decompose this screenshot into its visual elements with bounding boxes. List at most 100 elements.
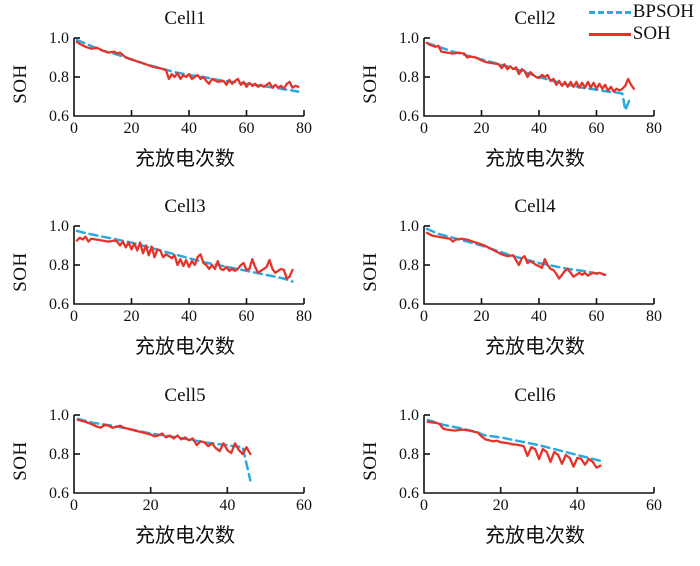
y-tick-label: 0.8 bbox=[49, 257, 69, 274]
x-tick-label: 80 bbox=[296, 308, 312, 324]
chart-title: Cell2 bbox=[514, 8, 556, 29]
plot-area-cell4: 0.6 0.8 1.0 0 20 40 60 80 bbox=[399, 220, 662, 324]
y-axis-label-text: SOH bbox=[360, 64, 382, 104]
y-axis-label: SOH bbox=[358, 32, 384, 136]
x-tick-label: 60 bbox=[589, 120, 605, 136]
y-axis-label: SOH bbox=[358, 409, 384, 513]
x-tick-label: 0 bbox=[420, 308, 428, 324]
y-tick-label: 1.0 bbox=[49, 32, 69, 47]
plot-area-cell5: 0.6 0.8 1.0 0 20 40 60 bbox=[49, 409, 312, 513]
y-axis-label: SOH bbox=[8, 409, 34, 513]
axes-spines bbox=[73, 38, 304, 117]
x-tick-label: 40 bbox=[219, 497, 235, 513]
plot-row: SOH 0.6 0.8 1.0 0 20 40 60 bbox=[0, 409, 350, 513]
y-tick-label: 0.8 bbox=[399, 69, 419, 86]
y-axis-label-text: SOH bbox=[360, 441, 382, 481]
y-tick-label: 1.0 bbox=[399, 409, 419, 424]
x-tick-label: 60 bbox=[296, 497, 312, 513]
y-tick-label: 0.8 bbox=[49, 446, 69, 463]
plot-row: SOH 0.6 0.8 1.0 0 20 40 60 80 bbox=[350, 32, 700, 136]
x-axis-label: 充放电次数 bbox=[485, 148, 585, 170]
x-tick-label: 60 bbox=[239, 120, 255, 136]
y-axis-label: SOH bbox=[8, 32, 34, 136]
x-tick-label: 40 bbox=[181, 308, 197, 324]
x-tick-label: 20 bbox=[474, 308, 490, 324]
plot-area-cell3: 0.6 0.8 1.0 0 20 40 60 80 bbox=[49, 220, 312, 324]
chart-cell6: Cell6 SOH 0.6 0.8 1.0 0 20 40 60 充放电次数 bbox=[350, 377, 700, 566]
plot-row: SOH 0.6 0.8 1.0 0 20 40 60 80 bbox=[0, 220, 350, 324]
x-tick-label: 60 bbox=[646, 497, 662, 513]
x-tick-label: 0 bbox=[70, 308, 78, 324]
plot-row: SOH 0.6 0.8 1.0 0 20 40 60 bbox=[350, 409, 700, 513]
x-tick-label: 20 bbox=[124, 120, 140, 136]
x-axis-label: 充放电次数 bbox=[485, 336, 585, 358]
plot-row: SOH 0.6 0.8 1.0 0 20 40 60 80 bbox=[0, 32, 350, 136]
y-tick-label: 0.8 bbox=[49, 69, 69, 86]
x-tick-label: 60 bbox=[239, 308, 255, 324]
y-tick-label: 0.6 bbox=[399, 108, 419, 125]
y-tick-label: 1.0 bbox=[49, 409, 69, 424]
x-tick-label: 40 bbox=[531, 308, 547, 324]
x-axis-label: 充放电次数 bbox=[135, 336, 235, 358]
x-tick-label: 20 bbox=[493, 497, 509, 513]
plot-area-cell2: 0.6 0.8 1.0 0 20 40 60 80 bbox=[399, 32, 662, 136]
x-tick-label: 40 bbox=[569, 497, 585, 513]
y-tick-label: 0.8 bbox=[399, 446, 419, 463]
plot-row: SOH 0.6 0.8 1.0 0 20 40 60 80 bbox=[350, 220, 700, 324]
y-axis-label: SOH bbox=[358, 220, 384, 324]
y-tick-label: 0.6 bbox=[49, 108, 69, 125]
x-tick-label: 40 bbox=[181, 120, 197, 136]
soh-line bbox=[426, 420, 602, 469]
legend: BPSOH SOH bbox=[588, 1, 694, 44]
soh-line bbox=[76, 418, 252, 456]
x-tick-label: 80 bbox=[646, 120, 662, 136]
chart-title: Cell3 bbox=[164, 196, 206, 217]
axes-spines bbox=[73, 226, 304, 305]
y-axis-label-text: SOH bbox=[360, 252, 382, 292]
x-tick-label: 0 bbox=[420, 120, 428, 136]
y-axis-label-text: SOH bbox=[10, 252, 32, 292]
chart-title: Cell1 bbox=[164, 8, 206, 29]
y-tick-label: 0.6 bbox=[399, 485, 419, 502]
chart-title: Cell6 bbox=[514, 385, 556, 406]
chart-cell4: Cell4 SOH 0.6 0.8 1.0 0 20 40 60 80 充放电次数 bbox=[350, 188, 700, 377]
y-tick-label: 0.6 bbox=[399, 296, 419, 313]
x-tick-label: 20 bbox=[474, 120, 490, 136]
x-axis-label: 充放电次数 bbox=[135, 148, 235, 170]
legend-item-soh: SOH bbox=[588, 23, 694, 44]
soh-line bbox=[75, 235, 294, 280]
y-tick-label: 1.0 bbox=[49, 220, 69, 235]
chart-cell1: Cell1 SOH 0.6 0.8 1.0 0 20 40 60 80 充放电次数 bbox=[0, 0, 350, 188]
soh-line bbox=[425, 41, 636, 93]
x-tick-label: 60 bbox=[589, 308, 605, 324]
x-tick-label: 0 bbox=[70, 497, 78, 513]
y-tick-label: 0.8 bbox=[399, 257, 419, 274]
y-axis-label-text: SOH bbox=[10, 64, 32, 104]
y-tick-label: 1.0 bbox=[399, 220, 419, 235]
x-axis-label: 充放电次数 bbox=[485, 525, 585, 547]
chart-cell5: Cell5 SOH 0.6 0.8 1.0 0 20 40 60 充放电次数 bbox=[0, 377, 350, 566]
axes-spines bbox=[423, 226, 654, 305]
plot-area-cell6: 0.6 0.8 1.0 0 20 40 60 bbox=[399, 409, 662, 513]
legend-label-soh: SOH bbox=[632, 23, 671, 44]
soh-solid-line-sample bbox=[588, 32, 631, 36]
x-tick-label: 80 bbox=[296, 120, 312, 136]
x-tick-label: 20 bbox=[143, 497, 159, 513]
bpsoh-line bbox=[75, 38, 300, 93]
y-axis-label-text: SOH bbox=[10, 441, 32, 481]
bpsoh-line bbox=[75, 229, 294, 283]
legend-label-bpsoh: BPSOH bbox=[632, 1, 694, 22]
chart-cell2: Cell2 SOH 0.6 0.8 1.0 0 20 40 60 80 充放电次数 bbox=[350, 0, 700, 188]
bpsoh-line bbox=[425, 227, 607, 277]
chart-title: Cell5 bbox=[164, 385, 206, 406]
x-tick-label: 0 bbox=[70, 120, 78, 136]
x-tick-label: 20 bbox=[124, 308, 140, 324]
bpsoh-line bbox=[426, 418, 602, 463]
axes-spines bbox=[423, 38, 654, 117]
plot-area-cell1: 0.6 0.8 1.0 0 20 40 60 80 bbox=[49, 32, 312, 136]
soh-line bbox=[75, 40, 300, 90]
y-axis-label: SOH bbox=[8, 220, 34, 324]
y-tick-label: 0.6 bbox=[49, 296, 69, 313]
x-tick-label: 80 bbox=[646, 308, 662, 324]
legend-item-bpsoh: BPSOH bbox=[588, 1, 694, 22]
